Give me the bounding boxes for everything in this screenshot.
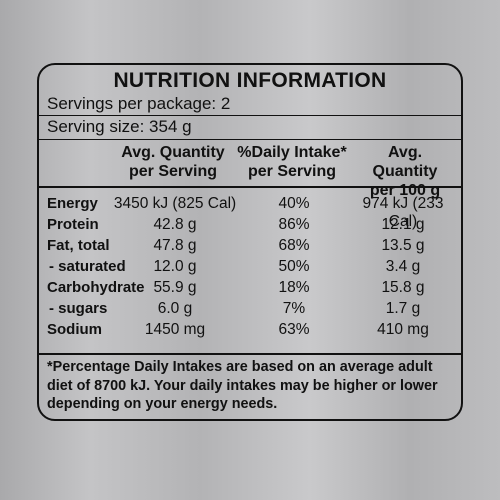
row-label: Energy [47,195,98,212]
column-header-per-serving: Avg. Quantity per Serving [121,143,225,181]
daily-intake-value: 40% [278,195,310,212]
column-header-line: Avg. Quantity [372,144,438,180]
column-header-line: per Serving [128,163,218,180]
footnote: *Percentage Daily Intakes are based on a… [47,359,438,412]
per-serving-value: 55.9 g [153,279,197,296]
per-serving-value: 1450 mg [144,321,206,338]
daily-intake-value: 63% [278,321,310,338]
daily-intake-value: 18% [278,279,310,296]
row-label: Protein [47,216,99,233]
column-header-line: per Serving [247,163,337,180]
per-serving-value: 3450 kJ (825 Cal) [113,195,237,212]
table-row-saturated: - saturated 12.0 g 50% 3.4 g [39,258,461,278]
divider [39,139,461,140]
column-header-per-100g: Avg. Quantity per 100 g [355,143,455,200]
row-label: Sodium [47,321,102,338]
per-serving-value: 42.8 g [153,216,197,233]
table-row-carbohydrate: Carbohydrate 55.9 g 18% 15.8 g [39,279,461,299]
per-100g-value: 3.4 g [385,258,421,275]
panel-title: NUTRITION INFORMATION [113,69,387,92]
serving-size: Serving size: 354 g [47,117,192,136]
per-100g-value: 15.8 g [381,279,425,296]
per-serving-value: 47.8 g [153,237,197,254]
table-row-fat-total: Fat, total 47.8 g 68% 13.5 g [39,237,461,257]
servings-per-package: Servings per package: 2 [47,94,231,113]
per-100g-value: 974 kJ (233 Cal) [362,195,444,230]
per-100g-value: 1.7 g [385,300,421,317]
per-100g-value: 12.1 g [381,216,425,233]
per-100g-value: 410 mg [377,321,429,338]
table-row-sugars: - sugars 6.0 g 7% 1.7 g [39,300,461,320]
row-label: Carbohydrate [47,279,145,296]
footnote-divider [39,353,461,355]
daily-intake-value: 68% [278,237,310,254]
daily-intake-value: 86% [278,216,310,233]
divider [39,115,461,116]
daily-intake-value: 50% [278,258,310,275]
per-serving-value: 12.0 g [153,258,197,275]
row-label: Fat, total [47,237,110,254]
column-header-line: %Daily Intake* [237,144,347,161]
table-row-protein: Protein 42.8 g 86% 12.1 g [39,216,461,236]
row-label: - sugars [49,300,108,317]
nutrition-panel: NUTRITION INFORMATION Servings per packa… [37,63,463,421]
row-label: - saturated [49,258,126,275]
per-100g-value: 13.5 g [381,237,425,254]
per-serving-value: 6.0 g [157,300,193,317]
column-header-line: Avg. Quantity [121,144,225,161]
header-divider [39,186,461,188]
daily-intake-value: 7% [282,300,306,317]
table-row-energy: Energy 3450 kJ (825 Cal) 40% 974 kJ (233… [39,195,461,230]
column-header-daily-intake: %Daily Intake* per Serving [233,143,351,181]
table-row-sodium: Sodium 1450 mg 63% 410 mg [39,321,461,341]
